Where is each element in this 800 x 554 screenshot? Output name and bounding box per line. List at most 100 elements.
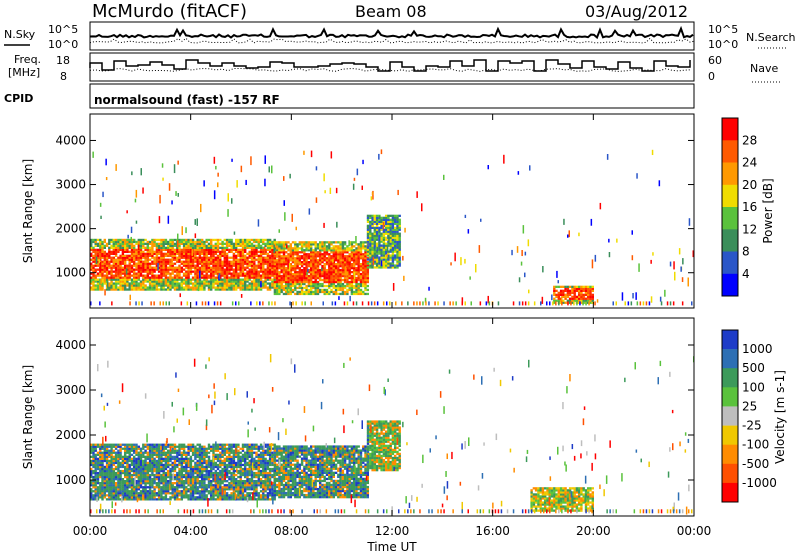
data-cell: [198, 471, 202, 475]
ground-cell: [518, 301, 521, 306]
data-cell: [268, 260, 272, 263]
data-cell: [114, 488, 118, 491]
data-cell: [584, 285, 588, 288]
data-cell: [105, 467, 109, 471]
data-cell: [171, 451, 174, 454]
data-cell: [225, 274, 229, 277]
data-cell: [310, 245, 313, 248]
data-cell: [135, 498, 138, 501]
data-cell: [99, 486, 102, 489]
scatter-cell: [307, 268, 309, 273]
data-cell: [257, 276, 260, 279]
scatter-cell: [487, 295, 489, 304]
data-cell: [90, 471, 93, 475]
data-cell: [182, 246, 186, 249]
data-cell: [112, 494, 115, 497]
data-cell: [124, 262, 127, 265]
data-cell: [194, 488, 197, 491]
data-cell: [334, 271, 338, 274]
data-cell: [114, 242, 118, 245]
data-cell: [182, 278, 186, 281]
data-cell: [148, 258, 152, 261]
data-cell: [176, 486, 179, 489]
data-cell: [341, 286, 345, 290]
data-cell: [108, 451, 111, 454]
data-cell: [398, 226, 401, 229]
data-cell: [385, 216, 388, 219]
data-cell: [353, 286, 356, 290]
data-cell: [105, 443, 109, 446]
data-cell: [128, 276, 131, 279]
data-cell: [241, 284, 245, 287]
data-cell: [173, 268, 177, 271]
data-cell: [369, 216, 372, 219]
data-cell: [119, 482, 122, 485]
data-cell: [135, 286, 138, 289]
data-cell: [126, 256, 129, 259]
data-cell: [160, 455, 163, 458]
data-cell: [391, 228, 395, 231]
data-cell: [366, 258, 370, 261]
data-cell: [373, 254, 376, 257]
data-cell: [139, 455, 143, 458]
data-cell: [124, 282, 127, 285]
data-cell: [280, 265, 283, 268]
data-cell: [142, 260, 145, 263]
data-cell: [266, 268, 270, 271]
data-cell: [207, 260, 211, 263]
data-cell: [568, 285, 572, 288]
data-cell: [144, 258, 147, 261]
data-cell: [341, 247, 345, 250]
data-cell: [357, 263, 360, 266]
data-cell: [387, 224, 390, 227]
data-cell: [96, 443, 100, 446]
data-cell: [90, 272, 93, 275]
data-cell: [126, 478, 129, 481]
data-cell: [300, 263, 304, 266]
data-cell: [369, 242, 372, 245]
data-cell: [99, 286, 102, 289]
data-cell: [391, 254, 395, 257]
data-cell: [90, 286, 93, 289]
data-cell: [394, 246, 397, 249]
data-cell: [391, 240, 395, 243]
data-cell: [135, 475, 138, 479]
data-cell: [94, 252, 97, 255]
data-cell: [196, 250, 199, 253]
data-cell: [130, 484, 134, 487]
data-cell: [137, 469, 140, 473]
data-cell: [133, 276, 136, 279]
data-cell: [144, 490, 147, 493]
data-cell: [151, 447, 154, 450]
data-cell: [96, 471, 100, 475]
data-cell: [337, 292, 340, 296]
data-cell: [221, 250, 224, 253]
scatter-cell: [162, 177, 164, 181]
data-cell: [189, 478, 193, 481]
data-cell: [271, 268, 274, 271]
data-cell: [160, 238, 163, 242]
data-cell: [568, 291, 572, 294]
data-cell: [160, 254, 163, 257]
data-cell: [162, 256, 165, 259]
data-cell: [319, 255, 322, 258]
data-cell: [171, 256, 174, 259]
data-cell: [564, 297, 567, 300]
data-cell: [366, 262, 370, 265]
data-cell: [303, 253, 306, 256]
data-cell: [191, 496, 195, 499]
data-cell: [246, 286, 249, 289]
data-cell: [121, 471, 125, 475]
data-cell: [103, 490, 106, 493]
data-cell: [101, 494, 104, 497]
data-cell: [225, 256, 229, 259]
data-cell: [262, 274, 265, 277]
power-ylabel: Slant Range [km]: [21, 159, 35, 263]
data-cell: [180, 490, 183, 493]
data-cell: [164, 486, 168, 489]
data-cell: [155, 451, 159, 454]
data-cell: [130, 270, 134, 273]
data-cell: [167, 449, 170, 452]
data-cell: [232, 252, 236, 255]
scatter-cell: [632, 293, 634, 299]
